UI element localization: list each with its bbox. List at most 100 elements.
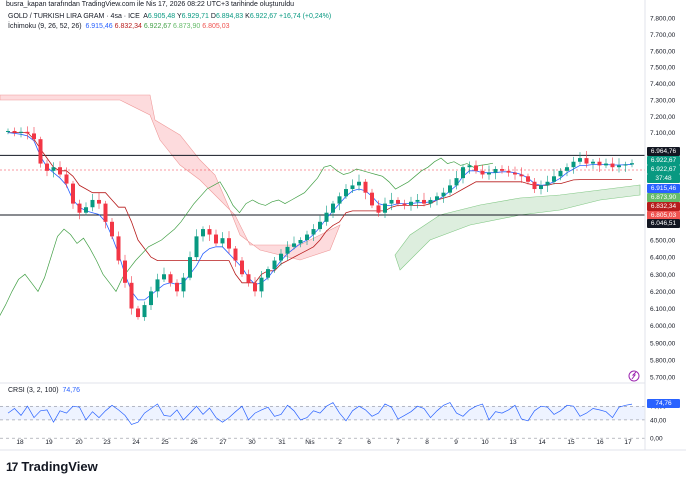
candle-body xyxy=(142,305,147,318)
candle-body xyxy=(552,176,556,182)
time-tick-label: 16 xyxy=(596,439,604,446)
candle-body xyxy=(513,172,517,175)
close-label: K xyxy=(245,13,250,20)
candle-body xyxy=(337,196,342,204)
candle-body xyxy=(526,176,530,182)
candle-body xyxy=(32,133,36,140)
price-tag: 6.832,34 xyxy=(647,202,680,211)
candle-body xyxy=(240,260,244,275)
candle-body xyxy=(474,165,478,171)
candle-body xyxy=(168,274,173,283)
time-tick-label: 18 xyxy=(16,439,24,446)
candle-body xyxy=(350,185,355,190)
low-label: D xyxy=(210,13,216,20)
price-tick-label: 6.400,00 xyxy=(650,255,676,262)
candlesticks xyxy=(6,126,634,321)
candle-body xyxy=(129,282,134,309)
price-tag: 6.046,51 xyxy=(647,219,680,228)
candle-body xyxy=(435,196,439,200)
rsi-band xyxy=(0,406,645,420)
rsi-tick-label: 0,00 xyxy=(650,436,663,443)
rsi-panel: 70,0040,000,00 xyxy=(0,402,667,443)
ichimoku-chikou-value: 6.922,67 xyxy=(143,23,172,30)
candle-body xyxy=(162,274,166,280)
change-value: +16,74 (+0,24%) xyxy=(279,13,332,20)
price-tick-label: 5.700,00 xyxy=(650,375,676,382)
price-tick-label: 6.500,00 xyxy=(650,238,676,245)
high-value: 6.929,71 xyxy=(181,13,209,20)
open-value: 6.905,48 xyxy=(147,13,176,20)
candle-body xyxy=(90,199,95,208)
candle-body xyxy=(71,183,75,204)
candle-body xyxy=(331,203,335,213)
candle-body xyxy=(25,131,30,134)
ichimoku-span-b-value: 6.805,03 xyxy=(202,23,230,30)
candle-body xyxy=(448,185,452,193)
time-tick-label: 2 xyxy=(338,439,342,446)
candle-body xyxy=(519,174,524,177)
price-tick-label: 7.600,00 xyxy=(650,48,676,55)
candle-body xyxy=(532,181,537,190)
candle-body xyxy=(175,282,179,292)
price-tag: 6.922,67 xyxy=(647,165,680,174)
candle-body xyxy=(311,229,316,235)
time-tick-label: 7 xyxy=(396,439,400,446)
alert-icon[interactable] xyxy=(628,370,640,382)
candle-body xyxy=(500,169,504,171)
open-label: A xyxy=(143,13,148,20)
time-tick-label: 9 xyxy=(454,439,458,446)
candle-body xyxy=(201,229,205,237)
ichimoku-legend[interactable]: İchimoku (9, 26, 52, 26) 6.915,46 6.832,… xyxy=(8,23,230,30)
price-tag: 37:48 xyxy=(647,174,680,183)
candle-body xyxy=(467,165,472,168)
ichimoku-span-a-value: 6.873,90 xyxy=(173,23,201,30)
candle-body xyxy=(383,203,387,213)
tradingview-brand[interactable]: 17 TradingView xyxy=(6,459,98,474)
price-tag: 6.915,46 xyxy=(647,184,680,193)
candle-body xyxy=(591,161,595,164)
price-tag: 6.964,76 xyxy=(647,147,680,156)
candle-body xyxy=(545,181,550,186)
candle-body xyxy=(292,243,296,247)
candle-body xyxy=(565,167,569,171)
candle-body xyxy=(298,240,303,244)
rsi-name: CRSI (3, 2, 100) xyxy=(8,387,59,394)
candle-body xyxy=(428,199,433,204)
candle-body xyxy=(84,207,88,213)
candle-body xyxy=(149,291,153,306)
high-label: Y xyxy=(177,13,182,20)
time-tick-label: 15 xyxy=(567,439,575,446)
candle-body xyxy=(51,167,56,171)
candle-body xyxy=(285,246,290,254)
price-tag: 6.805,03 xyxy=(647,211,680,220)
candle-body xyxy=(103,203,108,222)
ichimoku-cloud xyxy=(0,94,641,271)
brand-name: TradingView xyxy=(21,459,98,474)
candle-body xyxy=(487,172,491,175)
candle-body xyxy=(539,185,543,190)
symbol-legend[interactable]: GOLD / TURKISH LIRA GRAM · 4sa · ICE A6.… xyxy=(8,13,331,20)
candle-body xyxy=(604,163,608,166)
price-tick-label: 6.200,00 xyxy=(650,289,676,296)
candle-body xyxy=(253,282,257,292)
candle-body xyxy=(116,236,121,261)
time-tick-label: 20 xyxy=(75,439,83,446)
candle-body xyxy=(136,308,140,318)
candle-body xyxy=(506,170,511,173)
candle-body xyxy=(396,199,400,204)
candle-body xyxy=(571,161,576,168)
time-tick-label: 10 xyxy=(481,439,489,446)
candle-body xyxy=(58,167,62,175)
price-axis: 7.800,00 7.700,00 7.600,00 7.500,00 7.400,00… xyxy=(650,16,676,382)
rsi-legend[interactable]: CRSI (3, 2, 100) 74,76 xyxy=(8,387,80,394)
candle-body xyxy=(610,163,615,168)
candle-body xyxy=(415,199,420,202)
time-tick-label: 27 xyxy=(219,439,227,446)
cloud-red xyxy=(0,94,341,261)
candle-body xyxy=(324,212,329,222)
candle-body xyxy=(454,178,459,186)
time-tick-label: 6 xyxy=(367,439,371,446)
candle-body xyxy=(617,165,621,168)
rsi-value-tag: 74,76 xyxy=(647,399,680,409)
